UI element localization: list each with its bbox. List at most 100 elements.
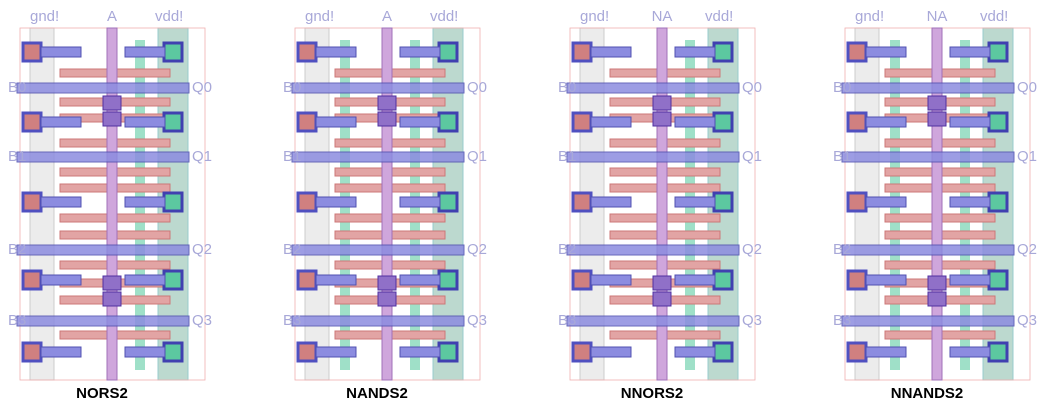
contact-left xyxy=(571,191,593,213)
output-label: Q2 xyxy=(742,241,762,258)
output-label: Q1 xyxy=(467,148,487,165)
output-label: Q3 xyxy=(467,312,487,329)
cell-title: NORS2 xyxy=(76,385,128,402)
cell-title: NNANDS2 xyxy=(891,385,964,402)
metal-row xyxy=(16,315,190,327)
contact-left xyxy=(21,111,43,133)
metal-row xyxy=(291,244,465,256)
contact-stub xyxy=(590,346,632,358)
metal-row xyxy=(566,315,740,327)
contact-left xyxy=(296,41,318,63)
input-label: B3 xyxy=(558,312,576,329)
input-label: B0 xyxy=(283,79,301,96)
contact-stub xyxy=(949,346,991,358)
contact-stub xyxy=(399,46,441,58)
contact-stub xyxy=(399,274,441,286)
cell-title: NANDS2 xyxy=(346,385,408,402)
contact-stub xyxy=(949,274,991,286)
contact-left xyxy=(846,111,868,133)
via xyxy=(377,111,397,127)
input-label: B2 xyxy=(833,241,851,258)
output-label: Q2 xyxy=(1017,241,1037,258)
rail-label: vdd! xyxy=(430,8,458,25)
via xyxy=(652,111,672,127)
contact-right xyxy=(162,111,184,133)
output-label: Q2 xyxy=(467,241,487,258)
contact-left xyxy=(846,191,868,213)
contact-left xyxy=(846,269,868,291)
contact-right xyxy=(712,111,734,133)
contact-left xyxy=(571,111,593,133)
contact-stub xyxy=(674,46,716,58)
contact-left xyxy=(571,41,593,63)
metal-row xyxy=(566,151,740,163)
metal-row xyxy=(291,315,465,327)
input-line xyxy=(381,27,393,381)
contact-right xyxy=(162,269,184,291)
via xyxy=(102,111,122,127)
contact-right xyxy=(987,41,1009,63)
via xyxy=(652,291,672,307)
input-label: B0 xyxy=(558,79,576,96)
via xyxy=(927,111,947,127)
output-label: Q3 xyxy=(1017,312,1037,329)
input-label: B2 xyxy=(8,241,26,258)
metal-row xyxy=(16,82,190,94)
contact-stub xyxy=(674,346,716,358)
contact-stub xyxy=(865,346,907,358)
via xyxy=(377,291,397,307)
contact-stub xyxy=(865,274,907,286)
rail-label: gnd! xyxy=(855,8,884,25)
cell-title: NNORS2 xyxy=(621,385,684,402)
contact-stub xyxy=(124,46,166,58)
contact-right xyxy=(712,191,734,213)
input-label: B1 xyxy=(833,148,851,165)
contact-right xyxy=(437,341,459,363)
contact-left xyxy=(296,269,318,291)
input-label: B3 xyxy=(283,312,301,329)
output-label: Q1 xyxy=(742,148,762,165)
contact-right xyxy=(437,269,459,291)
contact-stub xyxy=(315,116,357,128)
input-label: B2 xyxy=(283,241,301,258)
rail-label: gnd! xyxy=(580,8,609,25)
contact-left xyxy=(21,269,43,291)
contact-stub xyxy=(40,274,82,286)
input-label: B1 xyxy=(283,148,301,165)
metal-row xyxy=(841,82,1015,94)
rail-label: NA xyxy=(927,8,948,25)
contact-stub xyxy=(674,196,716,208)
contact-stub xyxy=(40,346,82,358)
via xyxy=(652,275,672,291)
contact-right xyxy=(987,341,1009,363)
contact-right xyxy=(712,41,734,63)
contact-stub xyxy=(590,116,632,128)
metal-row xyxy=(841,244,1015,256)
contact-left xyxy=(571,269,593,291)
rail-label: gnd! xyxy=(305,8,334,25)
input-label: B3 xyxy=(8,312,26,329)
input-label: B1 xyxy=(8,148,26,165)
contact-stub xyxy=(315,196,357,208)
input-line xyxy=(931,27,943,381)
contact-stub xyxy=(949,196,991,208)
rail-label: vdd! xyxy=(705,8,733,25)
contact-left xyxy=(21,191,43,213)
metal-row xyxy=(16,244,190,256)
via xyxy=(377,275,397,291)
contact-left xyxy=(846,41,868,63)
via xyxy=(927,275,947,291)
contact-left xyxy=(846,341,868,363)
contact-stub xyxy=(949,116,991,128)
contact-left xyxy=(296,111,318,133)
rail-label: A xyxy=(382,8,392,25)
metal-row xyxy=(291,151,465,163)
contact-stub xyxy=(40,46,82,58)
contact-right xyxy=(987,111,1009,133)
contact-stub xyxy=(674,274,716,286)
output-label: Q0 xyxy=(742,79,762,96)
contact-stub xyxy=(865,46,907,58)
contact-stub xyxy=(124,274,166,286)
rail-label: NA xyxy=(652,8,673,25)
contact-right xyxy=(987,269,1009,291)
